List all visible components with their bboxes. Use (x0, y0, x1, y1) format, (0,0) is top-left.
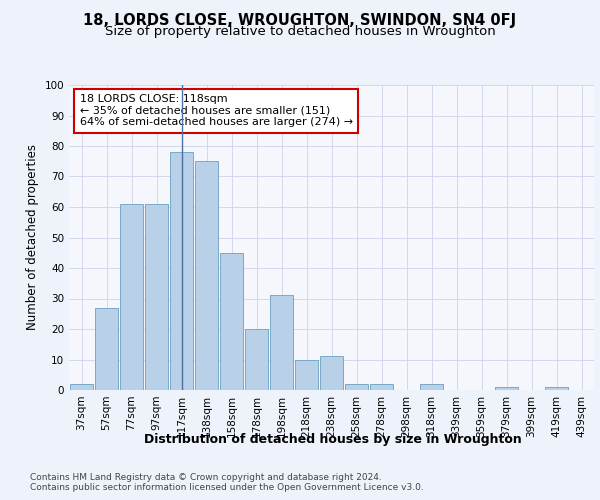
Bar (145, 204, 168, 390)
Text: 18 LORDS CLOSE: 118sqm
← 35% of detached houses are smaller (151)
64% of semi-de: 18 LORDS CLOSE: 118sqm ← 35% of detached… (79, 94, 353, 128)
Bar (495, 387, 518, 390)
Bar (320, 356, 343, 390)
Bar (295, 360, 318, 390)
Bar (170, 152, 193, 390)
Text: 18, LORDS CLOSE, WROUGHTON, SWINDON, SN4 0FJ: 18, LORDS CLOSE, WROUGHTON, SWINDON, SN4… (83, 12, 517, 28)
Bar (70, 384, 93, 390)
Bar (95, 308, 118, 390)
Bar (270, 296, 293, 390)
Bar (220, 253, 243, 390)
Text: Contains HM Land Registry data © Crown copyright and database right 2024.
Contai: Contains HM Land Registry data © Crown c… (30, 472, 424, 492)
Bar (120, 204, 143, 390)
Bar (370, 384, 393, 390)
Bar (195, 161, 218, 390)
Bar (420, 384, 443, 390)
Y-axis label: Number of detached properties: Number of detached properties (26, 144, 39, 330)
Bar (345, 384, 368, 390)
Text: Distribution of detached houses by size in Wroughton: Distribution of detached houses by size … (144, 432, 522, 446)
Bar (245, 329, 268, 390)
Text: Size of property relative to detached houses in Wroughton: Size of property relative to detached ho… (104, 25, 496, 38)
Bar (545, 387, 568, 390)
